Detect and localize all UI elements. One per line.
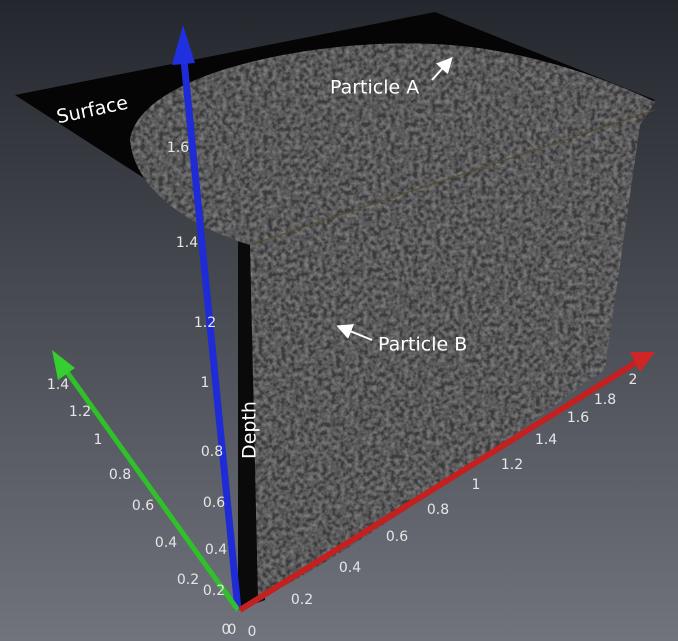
blue-tick-label: 1 xyxy=(201,375,210,391)
green-tick-label: 0.2 xyxy=(177,572,199,588)
green-tick-label: 0.8 xyxy=(109,467,131,483)
blue-tick-label: 0.4 xyxy=(205,542,227,558)
green-tick-label: 1.2 xyxy=(69,404,91,420)
red-tick-label: 1 xyxy=(472,477,481,493)
green-tick-label: 0 xyxy=(228,622,237,638)
red-tick-label: 2 xyxy=(629,372,638,388)
page: Surface Particle A Particle B Depth 00.2… xyxy=(0,0,678,641)
red-tick-label: 0.4 xyxy=(339,560,361,576)
red-tick-label: 1.2 xyxy=(501,457,523,473)
blue-tick-label: 0.8 xyxy=(201,444,223,460)
blue-tick-label: 0.2 xyxy=(203,583,225,599)
depth-label: Depth xyxy=(239,401,261,459)
red-tick-label: 0 xyxy=(248,624,257,640)
green-tick-label: 1.4 xyxy=(47,377,69,393)
blue-tick-label: 0.6 xyxy=(203,495,225,511)
particle-b-label: Particle B xyxy=(378,334,467,356)
red-tick-label: 1.6 xyxy=(567,410,589,426)
blue-tick-label: 1.6 xyxy=(167,140,189,156)
red-tick-label: 1.8 xyxy=(594,392,616,408)
blue-tick-label: 1.2 xyxy=(194,315,216,331)
red-tick-label: 1.4 xyxy=(535,432,557,448)
particle-a-label: Particle A xyxy=(330,77,419,99)
green-tick-label: 0.4 xyxy=(155,535,177,551)
green-tick-label: 0.6 xyxy=(132,498,154,514)
rendering: Surface Particle A Particle B Depth 00.2… xyxy=(0,0,678,641)
blue-tick-label: 1.4 xyxy=(176,235,198,251)
red-tick-label: 0.6 xyxy=(386,529,408,545)
red-tick-label: 0.2 xyxy=(291,592,313,608)
green-tick-label: 1 xyxy=(94,432,103,448)
red-tick-label: 0.8 xyxy=(427,502,449,518)
